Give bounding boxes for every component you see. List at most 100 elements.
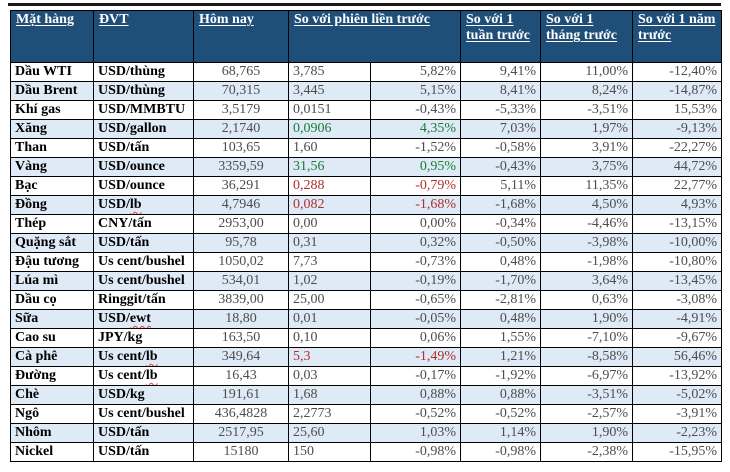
unit-cell: Ringgit/tấn — [93, 290, 194, 310]
change-pct-cell: -0,52% — [369, 404, 462, 424]
header-row: Mặt hàng ĐVT Hôm nay So với phiên liền t… — [10, 10, 723, 63]
unit-text: USD/kg — [98, 387, 145, 402]
item-name-cell: Khí gas — [10, 100, 94, 120]
item-name-cell: Xăng — [10, 119, 94, 139]
year-pct-cell: 15,53% — [632, 100, 723, 120]
unit-cell: USD/MMBTU — [93, 100, 194, 120]
today-cell: 191,61 — [193, 385, 289, 405]
item-name-cell: Lúa mì — [10, 271, 94, 291]
table-row: Than USD/tấn 103,65 1,60 -1,52% -0,58% 3,91% -2… — [10, 138, 723, 158]
table-row: Lúa mì Us cent/bushel 534,01 1,02 -0,19% -1,7… — [10, 271, 723, 291]
unit-text: JPY/kg — [98, 330, 143, 345]
col-header-vs-month: So với 1 tháng trước — [540, 10, 634, 63]
week-pct-cell: 1,14% — [460, 423, 542, 443]
table-row: Nhôm USD/tấn 2517,95 25,60 1,03% 1,14% 1,90% -2… — [10, 423, 723, 443]
change-cell: 7,73 — [288, 252, 371, 272]
table-row: Đường Us cent/lb 16,43 0,03 -0,17% -1,92% -6,9… — [10, 366, 723, 386]
unit-text: USD/MMBTU — [98, 102, 186, 117]
unit-spellcheck-squiggle: lb — [145, 349, 158, 364]
change-pct-cell: -0,65% — [369, 290, 462, 310]
change-cell: 0,00 — [288, 214, 371, 234]
unit-cell: Us cent/bushel — [93, 404, 194, 424]
unit-cell: Us cent/bushel — [93, 252, 194, 272]
week-pct-cell: -0,98% — [460, 442, 542, 462]
item-name-cell: Cà phê — [10, 347, 94, 367]
change-cell: 0,082 — [288, 195, 371, 215]
month-pct-cell: -2,38% — [540, 442, 634, 462]
week-pct-cell: -0,34% — [460, 214, 542, 234]
item-name-cell: Vàng — [10, 157, 94, 177]
table-row: Cà phê Us cent/lb 349,64 5,3 -1,49% 1,21% -8,5… — [10, 347, 723, 367]
col-header-unit: ĐVT — [93, 10, 194, 63]
year-pct-cell: -13,15% — [632, 214, 723, 234]
today-cell: 1050,02 — [193, 252, 289, 272]
today-cell: 436,4828 — [193, 404, 289, 424]
unit-text: USD/thùng — [98, 64, 165, 79]
item-name-cell: Nickel — [10, 442, 94, 462]
month-pct-cell: -4,46% — [540, 214, 634, 234]
today-cell: 3,5179 — [193, 100, 289, 120]
change-cell: 1,60 — [288, 138, 371, 158]
unit-cell: Us cent/lb — [93, 366, 194, 386]
year-pct-cell: -12,40% — [632, 62, 723, 82]
change-pct-cell: 0,06% — [369, 328, 462, 348]
year-pct-cell: -15,95% — [632, 442, 723, 462]
unit-text: Ringgit/tấn — [98, 292, 166, 307]
year-pct-cell: -2,23% — [632, 423, 723, 443]
col-header-vs-week: So với 1 tuần trước — [460, 10, 542, 63]
week-pct-cell: 9,41% — [460, 62, 542, 82]
week-pct-cell: 1,21% — [460, 347, 542, 367]
week-pct-cell: 1,55% — [460, 328, 542, 348]
table-row: Đậu tương Us cent/bushel 1050,02 7,73 -0,73%… — [10, 252, 723, 272]
month-pct-cell: 3,75% — [540, 157, 634, 177]
week-pct-cell: 5,11% — [460, 176, 542, 196]
change-pct-cell: -0,98% — [369, 442, 462, 462]
change-pct-cell: -0,43% — [369, 100, 462, 120]
item-name-cell: Dầu cọ — [10, 290, 94, 310]
item-name-cell: Quặng sắt — [10, 233, 94, 253]
month-pct-cell: -3,51% — [540, 100, 634, 120]
commodity-price-table: Mặt hàng ĐVT Hôm nay So với phiên liền t… — [10, 10, 723, 462]
change-pct-cell: 0,32% — [369, 233, 462, 253]
table-row: Đồng USD/lb 4,7946 0,082 -1,68% -1,68% 4,50% 4,… — [10, 195, 723, 215]
today-cell: 70,315 — [193, 81, 289, 101]
table-row: Ngô Us cent/bushel 436,4828 2,2773 -0,52% -0,… — [10, 404, 723, 424]
item-name-cell: Đồng — [10, 195, 94, 215]
unit-cell: USD/gallon — [93, 119, 194, 139]
today-cell: 4,7946 — [193, 195, 289, 215]
change-cell: 0,03 — [288, 366, 371, 386]
unit-cell: Us cent/bushel — [93, 271, 194, 291]
table-row: Thép CNY/tấn 2953,00 0,00 0,00% -0,34% -4,46% -… — [10, 214, 723, 234]
unit-cell: CNY/tấn — [93, 214, 194, 234]
week-pct-cell: -1,70% — [460, 271, 542, 291]
unit-text: Us cent/ — [98, 368, 146, 383]
change-cell: 0,31 — [288, 233, 371, 253]
change-cell: 0,01 — [288, 309, 371, 329]
table-row: Nickel USD/tấn 15180 150 -0,98% -0,98% -2,38% -… — [10, 442, 723, 462]
unit-text: USD/tấn — [98, 235, 150, 250]
today-cell: 3839,00 — [193, 290, 289, 310]
month-pct-cell: -7,10% — [540, 328, 634, 348]
change-cell: 0,0151 — [288, 100, 371, 120]
item-name-cell: Ngô — [10, 404, 94, 424]
today-cell: 2,1740 — [193, 119, 289, 139]
unit-spellcheck-squiggle: lb — [145, 368, 158, 383]
unit-text: USD/ounce — [98, 159, 165, 174]
change-cell: 0,10 — [288, 328, 371, 348]
unit-cell: USD/lb — [93, 195, 194, 215]
change-pct-cell: 0,88% — [369, 385, 462, 405]
unit-cell: Us cent/lb — [93, 347, 194, 367]
today-cell: 3359,59 — [193, 157, 289, 177]
year-pct-cell: -3,91% — [632, 404, 723, 424]
month-pct-cell: 11,00% — [540, 62, 634, 82]
unit-spellcheck-squiggle: lb — [129, 197, 142, 212]
month-pct-cell: -1,98% — [540, 252, 634, 272]
today-cell: 103,65 — [193, 138, 289, 158]
today-cell: 15180 — [193, 442, 289, 462]
week-pct-cell: -5,33% — [460, 100, 542, 120]
month-pct-cell: -2,57% — [540, 404, 634, 424]
unit-text: USD/thùng — [98, 83, 165, 98]
change-cell: 1,02 — [288, 271, 371, 291]
table-body: Dầu WTI USD/thùng 68,765 3,785 5,82% 9,41% 11,… — [10, 62, 723, 462]
week-pct-cell: 0,48% — [460, 309, 542, 329]
